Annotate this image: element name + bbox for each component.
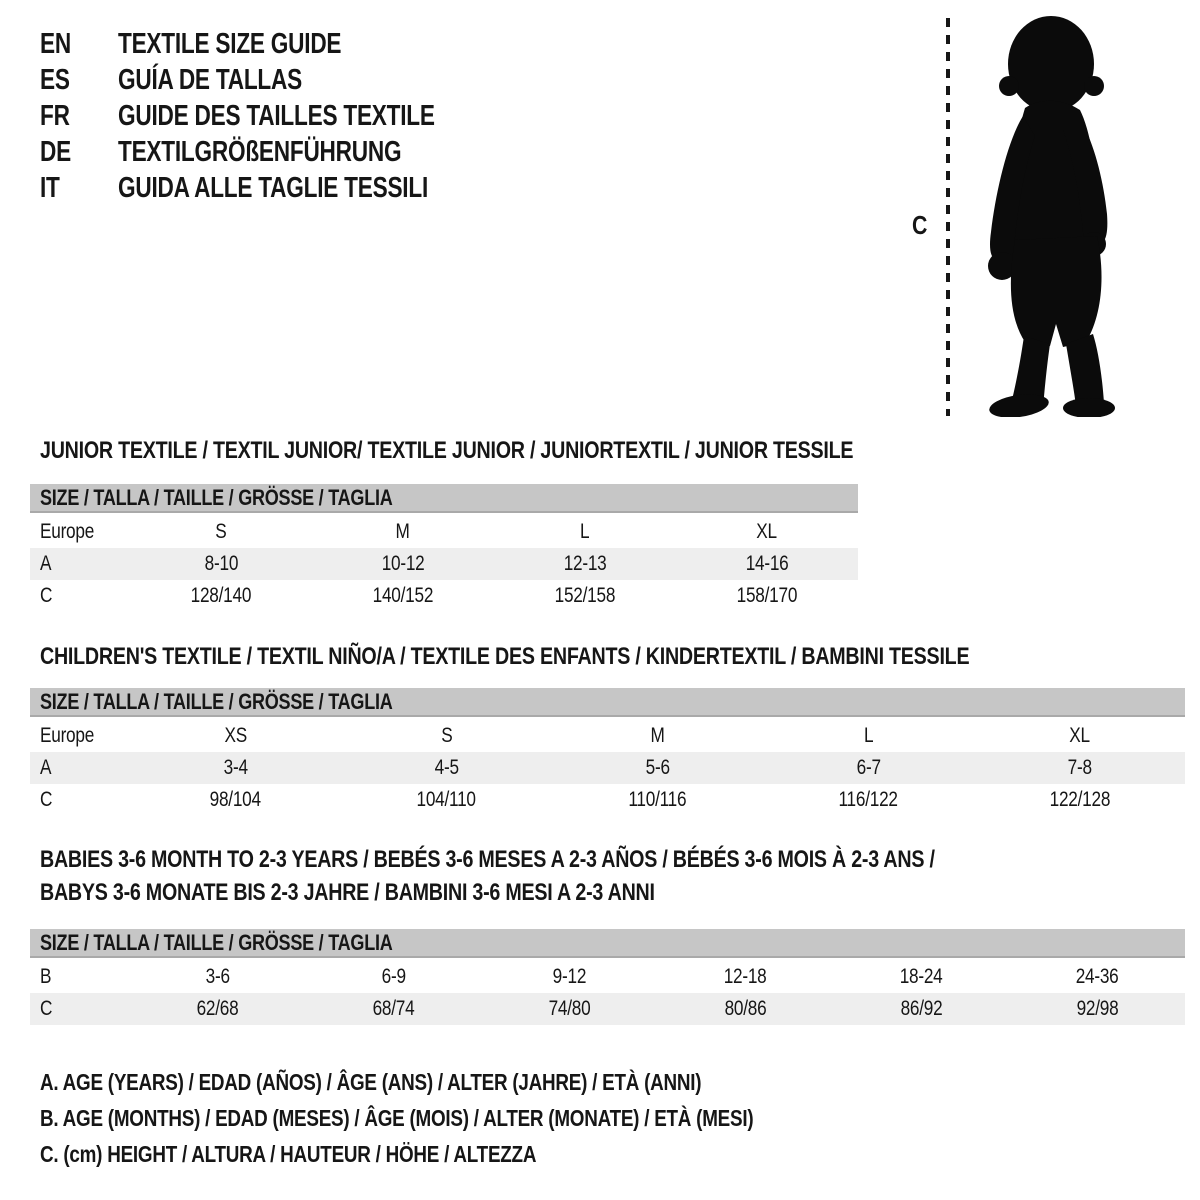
language-code: FR	[40, 100, 70, 132]
section-junior-textile: JUNIOR TEXTILE / TEXTIL JUNIOR/ TEXTILE …	[30, 434, 1032, 607]
section-babies-textile: BABIES 3-6 MONTH TO 2-3 YEARS / BEBÉS 3-…	[30, 843, 1185, 1025]
row-label: C	[40, 584, 53, 607]
section-children-textile: CHILDREN'S TEXTILE / TEXTIL NIÑO/A / TEX…	[30, 640, 1185, 811]
table-cell: 3-4	[223, 756, 248, 779]
table-cell: 10-12	[381, 552, 425, 575]
row-label: C	[40, 997, 53, 1020]
guide-title: GUIDA ALLE TAGLIE TESSILI	[118, 172, 429, 204]
table-row: C 128/140 140/152 152/158 158/170	[30, 580, 858, 612]
language-row: FR GUIDE DES TAILLES TEXTILE	[40, 98, 524, 134]
table-cell: L	[580, 520, 590, 543]
guide-title: TEXTILGRÖßENFÜHRUNG	[118, 136, 402, 168]
babies-size-table: SIZE / TALLA / TAILLE / GRÖSSE / TAGLIA …	[30, 929, 1185, 1025]
table-cell: 3-6	[205, 965, 230, 988]
legend-line-b: B. AGE (MONTHS) / EDAD (MESES) / ÂGE (MO…	[40, 1105, 754, 1131]
table-cell: 158/170	[736, 584, 798, 607]
table-cell: L	[863, 724, 874, 747]
table-row: C 98/104 104/110 110/116 116/122 122/128	[30, 784, 1185, 816]
table-cell: 104/110	[416, 788, 477, 811]
table-cell: 12-13	[563, 552, 607, 575]
table-row: A 3-4 4-5 5-6 6-7 7-8	[30, 752, 1185, 784]
table-cell: 62/68	[196, 997, 239, 1020]
table-cell: 98/104	[209, 788, 262, 811]
table-body: Europe XS S M L XL A 3-4 4-5 5-6 6-7 7-8 C 98/104 104/…	[30, 720, 1185, 816]
table-cell: 92/98	[1076, 997, 1118, 1020]
table-cell: 4-5	[434, 756, 459, 779]
table-cell: XL	[1069, 724, 1090, 747]
table-cell: S	[215, 520, 227, 543]
section-title: BABIES 3-6 MONTH TO 2-3 YEARS / BEBÉS 3-…	[40, 843, 1131, 909]
height-dashed-line	[946, 18, 950, 416]
section-title: CHILDREN'S TEXTILE / TEXTIL NIÑO/A / TEX…	[40, 643, 970, 670]
table-cell: 18-24	[899, 965, 943, 988]
table-cell: M	[650, 724, 665, 747]
table-cell: 86/92	[900, 997, 943, 1020]
table-cell: XL	[756, 520, 778, 543]
table-cell: 6-9	[381, 965, 406, 988]
table-cell: 128/140	[190, 584, 252, 607]
table-cell: 74/80	[548, 997, 591, 1020]
language-code: EN	[40, 28, 71, 60]
table-cell: 80/86	[724, 997, 767, 1020]
table-cell: 68/74	[372, 997, 415, 1020]
table-cell: XS	[224, 724, 247, 747]
legend-line-a: A. AGE (YEARS) / EDAD (AÑOS) / ÂGE (ANS)…	[40, 1069, 702, 1095]
table-cell: 5-6	[645, 756, 670, 779]
size-header-band: SIZE / TALLA / TAILLE / GRÖSSE / TAGLIA	[30, 929, 1185, 958]
table-cell: 9-12	[552, 965, 587, 988]
table-cell: 140/152	[372, 584, 434, 607]
guide-title: TEXTILE SIZE GUIDE	[118, 28, 342, 60]
table-cell: 110/116	[628, 788, 687, 811]
language-title-list: EN TEXTILE SIZE GUIDE ES GUÍA DE TALLAS …	[40, 26, 524, 206]
height-measure-label: C	[912, 210, 928, 240]
table-row: Europe XS S M L XL	[30, 720, 1185, 752]
section-title-line: BABYS 3-6 MONATE BIS 2-3 JAHRE / BAMBINI…	[40, 879, 655, 906]
language-row: IT GUIDA ALLE TAGLIE TESSILI	[40, 170, 524, 206]
row-label: Europe	[40, 520, 95, 543]
row-label: Europe	[40, 724, 95, 747]
language-code: ES	[40, 64, 70, 96]
table-cell: 8-10	[204, 552, 238, 575]
table-row: Europe S M L XL	[30, 516, 858, 548]
language-code: IT	[40, 172, 60, 204]
table-row: B 3-6 6-9 9-12 12-18 18-24 24-36	[30, 961, 1185, 993]
table-body: Europe S M L XL A 8-10 10-12 12-13 14-16 C 128/140 1…	[30, 516, 858, 612]
language-code: DE	[40, 136, 71, 168]
legend-line-c: C. (cm) HEIGHT / ALTURA / HAUTEUR / HÖHE…	[40, 1141, 537, 1167]
row-label: B	[40, 965, 52, 988]
guide-title: GUIDE DES TAILLES TEXTILE	[118, 100, 435, 132]
row-label: A	[40, 756, 52, 779]
section-title-line: BABIES 3-6 MONTH TO 2-3 YEARS / BEBÉS 3-…	[40, 846, 935, 873]
size-header-band: SIZE / TALLA / TAILLE / GRÖSSE / TAGLIA	[30, 688, 1185, 717]
size-header-band: SIZE / TALLA / TAILLE / GRÖSSE / TAGLIA	[30, 484, 858, 513]
guide-title: GUÍA DE TALLAS	[118, 64, 302, 96]
table-cell: 24-36	[1075, 965, 1119, 988]
table-body: B 3-6 6-9 9-12 12-18 18-24 24-36 C 62/68 68/74 74/…	[30, 961, 1185, 1025]
baby-silhouette-icon	[988, 16, 1115, 417]
table-row: C 62/68 68/74 74/80 80/86 86/92 92/98	[30, 993, 1185, 1025]
table-cell: 6-7	[856, 756, 881, 779]
table-row: A 8-10 10-12 12-13 14-16	[30, 548, 858, 580]
language-row: DE TEXTILGRÖßENFÜHRUNG	[40, 134, 524, 170]
section-title: JUNIOR TEXTILE / TEXTIL JUNIOR/ TEXTILE …	[40, 437, 854, 464]
table-cell: 7-8	[1067, 756, 1092, 779]
children-size-table: SIZE / TALLA / TAILLE / GRÖSSE / TAGLIA …	[30, 688, 1185, 816]
table-cell: M	[395, 520, 411, 543]
row-label: A	[40, 552, 52, 575]
table-cell: 152/158	[554, 584, 616, 607]
table-cell: 116/122	[838, 788, 899, 811]
measurement-legend: A. AGE (YEARS) / EDAD (AÑOS) / ÂGE (ANS)…	[40, 1064, 910, 1172]
table-cell: 14-16	[745, 552, 789, 575]
row-label: C	[40, 788, 53, 811]
table-cell: 122/128	[1049, 788, 1110, 811]
language-row: ES GUÍA DE TALLAS	[40, 62, 524, 98]
language-row: EN TEXTILE SIZE GUIDE	[40, 26, 524, 62]
junior-size-table: SIZE / TALLA / TAILLE / GRÖSSE / TAGLIA …	[30, 484, 858, 612]
table-cell: 12-18	[723, 965, 767, 988]
table-cell: S	[440, 724, 453, 747]
